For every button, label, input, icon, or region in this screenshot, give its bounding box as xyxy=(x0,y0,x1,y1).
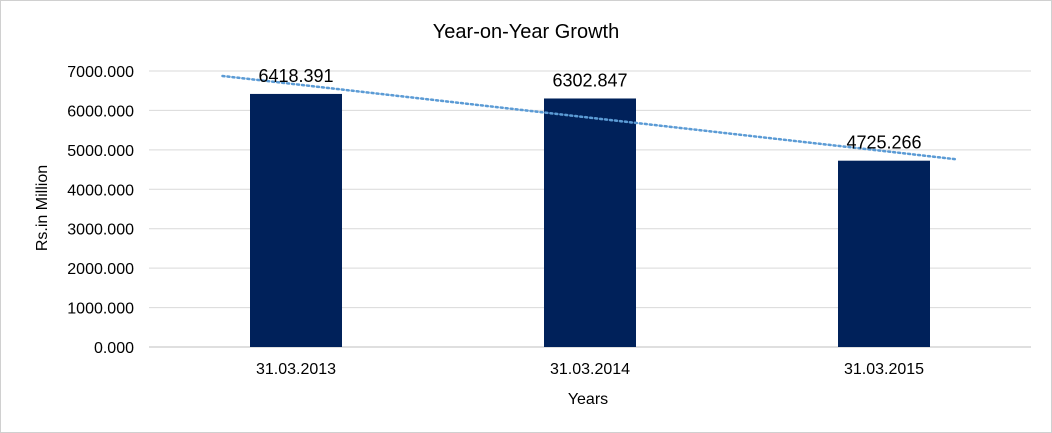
y-tick-labels: 0.000 1000.000 2000.000 3000.000 4000.000 500… xyxy=(67,64,134,357)
y-tick-label: 3000.000 xyxy=(67,222,134,239)
x-tick-label: 31.03.2015 xyxy=(844,361,924,378)
bars xyxy=(250,93,930,348)
data-labels: 6418.391 6302.847 4725.266 xyxy=(258,66,921,153)
y-tick-label: 4000.000 xyxy=(67,182,134,199)
y-tick-label: 2000.000 xyxy=(67,261,134,278)
x-axis-title: Years xyxy=(568,391,608,408)
x-tick-labels: 31.03.2013 31.03.2014 31.03.2015 xyxy=(256,361,924,378)
data-label: 6418.391 xyxy=(258,66,333,86)
y-tick-label: 7000.000 xyxy=(67,64,134,81)
y-tick-label: 5000.000 xyxy=(67,143,134,160)
trendline xyxy=(221,74,959,161)
y-axis-title: Rs.in Million xyxy=(34,165,51,251)
bar xyxy=(250,93,342,348)
y-tick-label: 6000.000 xyxy=(67,103,134,120)
y-tick-label: 1000.000 xyxy=(67,301,134,318)
x-tick-label: 31.03.2014 xyxy=(550,361,630,378)
x-tick-label: 31.03.2013 xyxy=(256,361,336,378)
y-tick-label: 0.000 xyxy=(94,340,134,357)
data-label: 4725.266 xyxy=(846,133,921,153)
trendline-layer xyxy=(221,74,959,161)
bar xyxy=(838,160,930,347)
data-label: 6302.847 xyxy=(552,70,627,90)
chart-title: Year-on-Year Growth xyxy=(433,21,619,43)
bar xyxy=(544,98,636,347)
